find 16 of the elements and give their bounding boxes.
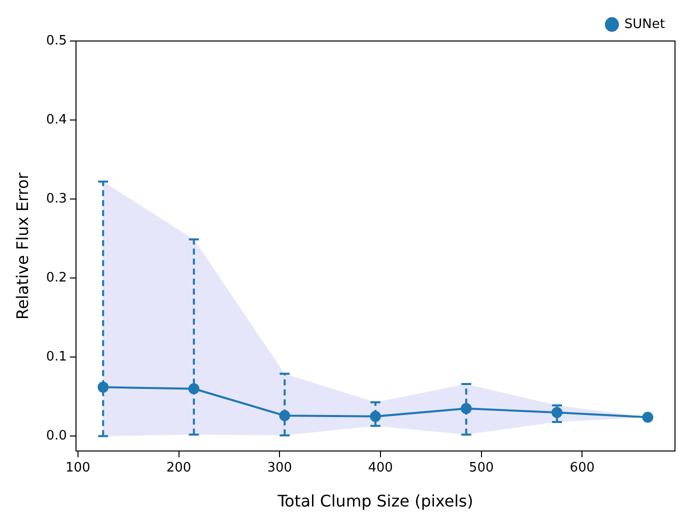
y-tick-label: 0.0 xyxy=(46,428,67,444)
x-tick-label: 200 xyxy=(166,460,192,476)
y-tick-label: 0.3 xyxy=(46,191,67,206)
y-axis-title: Relative Flux Error xyxy=(12,172,32,320)
x-tick-label: 600 xyxy=(570,460,595,476)
x-tick-label: 100 xyxy=(65,460,90,476)
y-tick-label: 0.2 xyxy=(46,270,67,286)
legend-label: SUNet xyxy=(624,16,666,32)
x-tick-label: 500 xyxy=(468,460,494,476)
y-tick-label: 0.4 xyxy=(46,112,67,128)
y-tick-label: 0.1 xyxy=(46,350,67,365)
point xyxy=(642,412,654,423)
x-tick-label: 300 xyxy=(267,460,292,476)
x-tick-label: 400 xyxy=(368,460,393,476)
x-axis-title: Total Clump Size (pixels) xyxy=(276,492,474,511)
y-tick-label: 0.5 xyxy=(46,33,67,48)
